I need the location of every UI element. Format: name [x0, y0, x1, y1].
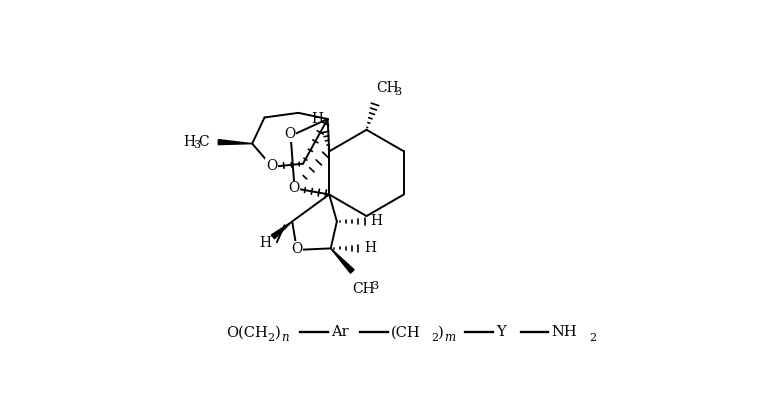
- Text: O(CH: O(CH: [226, 325, 268, 339]
- Text: 2: 2: [267, 333, 274, 343]
- Text: H: H: [183, 135, 195, 149]
- Text: O: O: [291, 242, 302, 256]
- Text: O: O: [288, 181, 299, 195]
- Text: O: O: [266, 159, 277, 173]
- Polygon shape: [218, 139, 252, 145]
- Text: Y: Y: [496, 325, 505, 339]
- Text: CH: CH: [352, 282, 375, 296]
- Text: CH: CH: [377, 81, 400, 95]
- Text: H: H: [364, 241, 376, 255]
- Text: H: H: [370, 214, 382, 228]
- Text: Ar: Ar: [331, 325, 349, 339]
- Text: H: H: [312, 112, 323, 126]
- Polygon shape: [331, 248, 354, 273]
- Text: (CH: (CH: [391, 325, 421, 339]
- Text: C: C: [199, 135, 209, 149]
- Text: n: n: [281, 331, 288, 344]
- Text: NH: NH: [551, 325, 577, 339]
- Text: 3: 3: [394, 87, 401, 97]
- Text: 2: 2: [589, 333, 596, 343]
- Text: m: m: [444, 331, 455, 344]
- Text: ): ): [438, 325, 444, 339]
- Text: ): ): [275, 325, 280, 339]
- Text: H: H: [260, 236, 271, 250]
- Polygon shape: [272, 222, 292, 239]
- Text: 3: 3: [193, 140, 200, 150]
- Text: 3: 3: [371, 282, 378, 292]
- Text: 2: 2: [431, 333, 438, 343]
- Text: O: O: [285, 128, 295, 141]
